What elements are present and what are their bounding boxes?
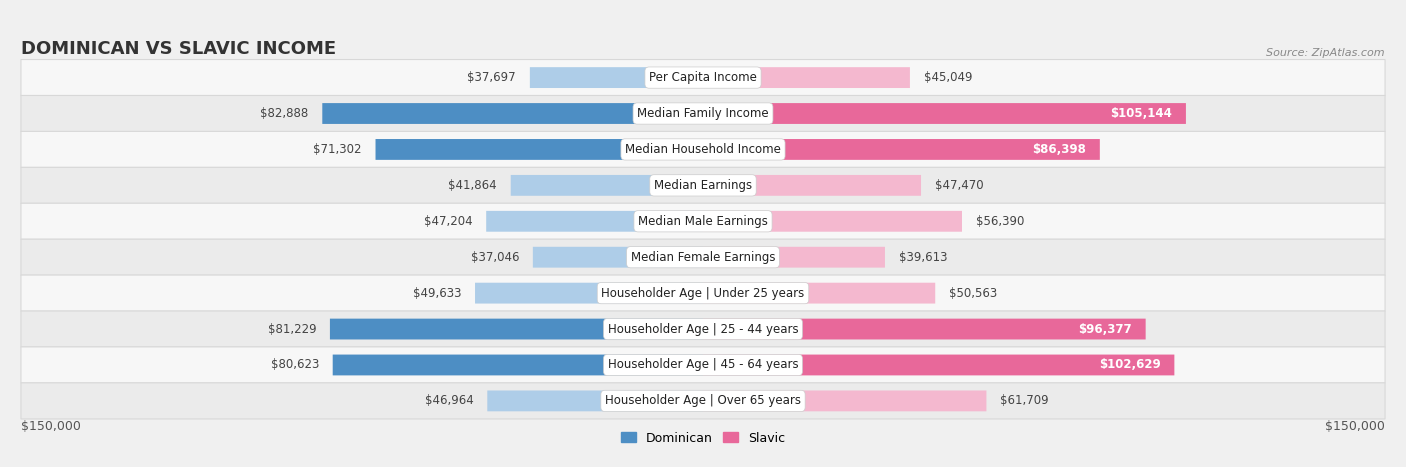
Text: DOMINICAN VS SLAVIC INCOME: DOMINICAN VS SLAVIC INCOME xyxy=(21,40,336,58)
Text: Median Family Income: Median Family Income xyxy=(637,107,769,120)
FancyBboxPatch shape xyxy=(21,59,1385,96)
Text: Per Capita Income: Per Capita Income xyxy=(650,71,756,84)
Legend: Dominican, Slavic: Dominican, Slavic xyxy=(616,426,790,450)
Text: $39,613: $39,613 xyxy=(898,251,948,264)
Text: $41,864: $41,864 xyxy=(449,179,496,192)
FancyBboxPatch shape xyxy=(703,175,921,196)
Text: $86,398: $86,398 xyxy=(1032,143,1085,156)
FancyBboxPatch shape xyxy=(703,67,910,88)
FancyBboxPatch shape xyxy=(21,239,1385,275)
Text: $61,709: $61,709 xyxy=(1000,395,1049,407)
FancyBboxPatch shape xyxy=(21,347,1385,383)
FancyBboxPatch shape xyxy=(21,311,1385,347)
FancyBboxPatch shape xyxy=(375,139,703,160)
Text: Median Earnings: Median Earnings xyxy=(654,179,752,192)
Text: $47,204: $47,204 xyxy=(423,215,472,228)
Text: $56,390: $56,390 xyxy=(976,215,1024,228)
FancyBboxPatch shape xyxy=(533,247,703,268)
Text: $49,633: $49,633 xyxy=(413,287,461,300)
FancyBboxPatch shape xyxy=(21,203,1385,240)
Text: Median Female Earnings: Median Female Earnings xyxy=(631,251,775,264)
Text: $105,144: $105,144 xyxy=(1111,107,1173,120)
Text: Householder Age | 45 - 64 years: Householder Age | 45 - 64 years xyxy=(607,359,799,371)
Text: $45,049: $45,049 xyxy=(924,71,972,84)
Text: $37,046: $37,046 xyxy=(471,251,519,264)
FancyBboxPatch shape xyxy=(486,211,703,232)
FancyBboxPatch shape xyxy=(703,211,962,232)
FancyBboxPatch shape xyxy=(488,390,703,411)
FancyBboxPatch shape xyxy=(703,283,935,304)
Text: Source: ZipAtlas.com: Source: ZipAtlas.com xyxy=(1267,48,1385,58)
FancyBboxPatch shape xyxy=(703,139,1099,160)
FancyBboxPatch shape xyxy=(330,318,703,340)
Text: $80,623: $80,623 xyxy=(270,359,319,371)
Text: Median Household Income: Median Household Income xyxy=(626,143,780,156)
FancyBboxPatch shape xyxy=(703,247,884,268)
Text: Householder Age | Under 25 years: Householder Age | Under 25 years xyxy=(602,287,804,300)
Text: $82,888: $82,888 xyxy=(260,107,308,120)
Text: $47,470: $47,470 xyxy=(935,179,983,192)
FancyBboxPatch shape xyxy=(21,95,1385,132)
Text: Householder Age | 25 - 44 years: Householder Age | 25 - 44 years xyxy=(607,323,799,336)
Text: $37,697: $37,697 xyxy=(467,71,516,84)
Text: $150,000: $150,000 xyxy=(21,420,80,433)
Text: $150,000: $150,000 xyxy=(1326,420,1385,433)
FancyBboxPatch shape xyxy=(703,318,1146,340)
FancyBboxPatch shape xyxy=(21,167,1385,204)
FancyBboxPatch shape xyxy=(475,283,703,304)
FancyBboxPatch shape xyxy=(703,390,987,411)
Text: $102,629: $102,629 xyxy=(1099,359,1160,371)
FancyBboxPatch shape xyxy=(510,175,703,196)
Text: $96,377: $96,377 xyxy=(1078,323,1132,336)
FancyBboxPatch shape xyxy=(21,383,1385,419)
Text: $50,563: $50,563 xyxy=(949,287,997,300)
Text: Median Male Earnings: Median Male Earnings xyxy=(638,215,768,228)
FancyBboxPatch shape xyxy=(703,354,1174,375)
Text: $71,302: $71,302 xyxy=(314,143,361,156)
FancyBboxPatch shape xyxy=(322,103,703,124)
Text: Householder Age | Over 65 years: Householder Age | Over 65 years xyxy=(605,395,801,407)
Text: $46,964: $46,964 xyxy=(425,395,474,407)
FancyBboxPatch shape xyxy=(21,275,1385,311)
FancyBboxPatch shape xyxy=(333,354,703,375)
FancyBboxPatch shape xyxy=(21,131,1385,168)
FancyBboxPatch shape xyxy=(530,67,703,88)
Text: $81,229: $81,229 xyxy=(267,323,316,336)
FancyBboxPatch shape xyxy=(703,103,1185,124)
